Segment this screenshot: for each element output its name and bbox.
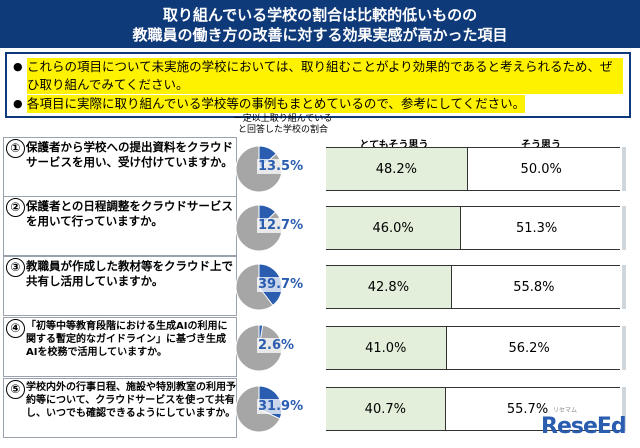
bar-segment-very-agree: 40.7% — [326, 388, 446, 430]
question-panel: ① 保護者から学校への提出資料をクラウドサービスを用い、受け付けていますか。 — [3, 137, 237, 197]
question-number: ④ — [6, 319, 25, 338]
bar-segment-agree: 55.7% — [445, 388, 610, 430]
stacked-bar: 41.0% 56.2% — [326, 326, 620, 370]
stacked-bar: 40.7% 55.7% — [326, 387, 620, 431]
pie-chart: 13.5% — [235, 145, 325, 193]
question-text: 保護者との日程調整をクラウドサービスを用いて行っていますか。 — [26, 199, 233, 228]
bar-segment-agree: 51.3% — [461, 207, 613, 249]
bar-segment-very-agree: 41.0% — [326, 327, 447, 369]
stacked-bar: 42.8% 55.8% — [326, 265, 620, 309]
pie-chart: 39.7% — [235, 263, 325, 311]
legend-very-agree: とてもそう思う — [359, 140, 429, 151]
bar-remainder — [622, 206, 626, 250]
note-text: 各項目に実際に取り組んでいる学校等の事例もまとめているので、参考にしてください。 — [27, 95, 526, 113]
question-panel: ④ 「初等中等教育段階における生成AIの利用に関する暫定的なガイドライン」に基づき… — [3, 317, 237, 377]
bar-remainder — [622, 147, 626, 191]
bar-segment-agree: 56.2% — [446, 327, 612, 369]
pie-percentage-label: 12.7% — [257, 218, 305, 233]
note-item: ● 各項目に実際に取り組んでいる学校等の事例もまとめているので、参考にしてくださ… — [13, 95, 623, 113]
pie-chart: 31.9% — [235, 385, 325, 433]
bullet-icon: ● — [13, 97, 23, 110]
pie-column-header: 一定以上取り組んでいる と回答した学校の割合 — [233, 114, 333, 135]
pie-percentage-label: 2.6% — [257, 338, 296, 353]
stacked-bar: 48.2% 50.0% — [326, 147, 620, 191]
bullet-icon: ● — [13, 60, 23, 73]
bar-segment-very-agree: 42.8% — [326, 266, 452, 308]
bar-segment-very-agree: 46.0% — [326, 207, 462, 249]
note-item: ● これらの項目について未実施の学校においては、取り組むことがより効果的であると… — [13, 58, 623, 94]
legend-agree: そう思う — [521, 140, 561, 151]
resemom-logo: ReseEd — [541, 414, 627, 439]
question-panel: ⑤ 学校内外の行事日程、施設や特別教室の利用予約等について、クラウドサービスを使っ… — [3, 378, 237, 438]
bar-remainder — [622, 387, 626, 431]
pie-percentage-label: 13.5% — [257, 159, 305, 174]
title-line-2: 教職員の働き方の改善に対する効果実感が高かった項目 — [132, 26, 508, 44]
pie-percentage-label: 31.9% — [257, 399, 305, 414]
bar-remainder — [622, 326, 626, 370]
question-number: ⑤ — [6, 380, 25, 399]
pie-chart: 12.7% — [235, 204, 325, 252]
bar-remainder — [622, 265, 626, 309]
logo-subtext: リセマム — [553, 407, 578, 414]
stacked-bar: 46.0% 51.3% — [326, 206, 620, 250]
pie-chart: 2.6% — [235, 324, 325, 372]
question-text: 教職員が作成した教材等をクラウド上で共有し活用していますか。 — [26, 259, 233, 288]
page-title: 取り組んでいる学校の割合は比較的低いものの 教職員の働き方の改善に対する効果実感… — [0, 0, 640, 48]
question-text: 「初等中等教育段階における生成AIの利用に関する暫定的なガイドライン」に基づき生… — [26, 321, 228, 358]
note-text: これらの項目について未実施の学校においては、取り組むことがより効果的であると考え… — [27, 58, 623, 94]
question-text: 保護者から学校への提出資料をクラウドサービスを用い、受け付けていますか。 — [26, 140, 233, 169]
notes-box: ● これらの項目について未実施の学校においては、取り組むことがより効果的であると… — [5, 52, 631, 118]
question-panel: ② 保護者との日程調整をクラウドサービスを用いて行っていますか。 — [3, 196, 237, 256]
title-line-1: 取り組んでいる学校の割合は比較的低いものの — [162, 6, 478, 24]
bar-segment-agree: 50.0% — [467, 148, 615, 190]
question-number: ② — [6, 198, 25, 217]
bar-segment-agree: 55.8% — [451, 266, 616, 308]
question-number: ③ — [6, 258, 25, 277]
question-text: 学校内外の行事日程、施設や特別教室の利用予約等について、クラウドサービスを使って… — [26, 382, 236, 419]
question-number: ① — [6, 139, 25, 158]
pie-percentage-label: 39.7% — [257, 277, 305, 292]
question-panel: ③ 教職員が作成した教材等をクラウド上で共有し活用していますか。 — [3, 256, 237, 316]
bar-segment-very-agree: 48.2% — [326, 148, 468, 190]
